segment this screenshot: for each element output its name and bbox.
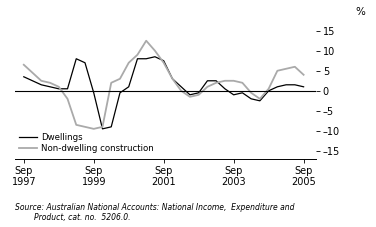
- Dwellings: [30, 79, 35, 82]
- Non-dwelling construction: [223, 79, 227, 82]
- Non-dwelling construction: [65, 97, 70, 100]
- Non-dwelling construction: [21, 63, 26, 66]
- Non-dwelling construction: [188, 95, 192, 98]
- Dwellings: [240, 91, 245, 94]
- Dwellings: [153, 55, 157, 58]
- Dwellings: [56, 87, 61, 90]
- Non-dwelling construction: [275, 69, 280, 72]
- Dwellings: [161, 59, 166, 62]
- Dwellings: [284, 84, 288, 86]
- Dwellings: [74, 57, 79, 60]
- Text: %: %: [355, 7, 365, 17]
- Dwellings: [118, 91, 122, 94]
- Non-dwelling construction: [153, 49, 157, 52]
- Non-dwelling construction: [293, 65, 297, 68]
- Non-dwelling construction: [179, 89, 183, 92]
- Non-dwelling construction: [118, 77, 122, 80]
- Dwellings: [109, 126, 114, 128]
- Non-dwelling construction: [301, 73, 306, 76]
- Dwellings: [170, 77, 175, 80]
- Dwellings: [188, 94, 192, 96]
- Dwellings: [301, 85, 306, 88]
- Non-dwelling construction: [39, 79, 44, 82]
- Dwellings: [100, 128, 105, 130]
- Dwellings: [293, 84, 297, 86]
- Dwellings: [135, 57, 140, 60]
- Dwellings: [275, 85, 280, 88]
- Non-dwelling construction: [30, 72, 35, 74]
- Dwellings: [205, 79, 210, 82]
- Non-dwelling construction: [249, 91, 253, 94]
- Non-dwelling construction: [170, 77, 175, 80]
- Non-dwelling construction: [266, 87, 271, 90]
- Non-dwelling construction: [100, 126, 105, 128]
- Non-dwelling construction: [56, 85, 61, 88]
- Text: Source: Australian National Accounts: National Income,  Expenditure and
        : Source: Australian National Accounts: Na…: [15, 203, 294, 222]
- Non-dwelling construction: [109, 81, 114, 84]
- Non-dwelling construction: [135, 53, 140, 56]
- Dwellings: [91, 91, 96, 94]
- Dwellings: [144, 57, 149, 60]
- Line: Dwellings: Dwellings: [24, 57, 303, 129]
- Non-dwelling construction: [231, 79, 236, 82]
- Dwellings: [21, 75, 26, 78]
- Line: Non-dwelling construction: Non-dwelling construction: [24, 41, 303, 129]
- Dwellings: [48, 85, 52, 88]
- Dwellings: [223, 87, 227, 90]
- Non-dwelling construction: [48, 81, 52, 84]
- Dwellings: [214, 79, 218, 82]
- Dwellings: [258, 99, 262, 102]
- Dwellings: [249, 97, 253, 100]
- Non-dwelling construction: [83, 126, 87, 128]
- Dwellings: [65, 87, 70, 90]
- Non-dwelling construction: [258, 97, 262, 100]
- Dwellings: [126, 85, 131, 88]
- Dwellings: [83, 61, 87, 64]
- Non-dwelling construction: [161, 61, 166, 64]
- Non-dwelling construction: [144, 39, 149, 42]
- Non-dwelling construction: [214, 81, 218, 84]
- Non-dwelling construction: [205, 85, 210, 88]
- Non-dwelling construction: [196, 94, 201, 96]
- Non-dwelling construction: [240, 81, 245, 84]
- Dwellings: [179, 85, 183, 88]
- Dwellings: [196, 91, 201, 94]
- Legend: Dwellings, Non-dwelling construction: Dwellings, Non-dwelling construction: [19, 133, 154, 153]
- Dwellings: [266, 89, 271, 92]
- Non-dwelling construction: [91, 128, 96, 130]
- Non-dwelling construction: [126, 61, 131, 64]
- Dwellings: [39, 84, 44, 86]
- Non-dwelling construction: [284, 67, 288, 70]
- Non-dwelling construction: [74, 123, 79, 126]
- Dwellings: [231, 94, 236, 96]
